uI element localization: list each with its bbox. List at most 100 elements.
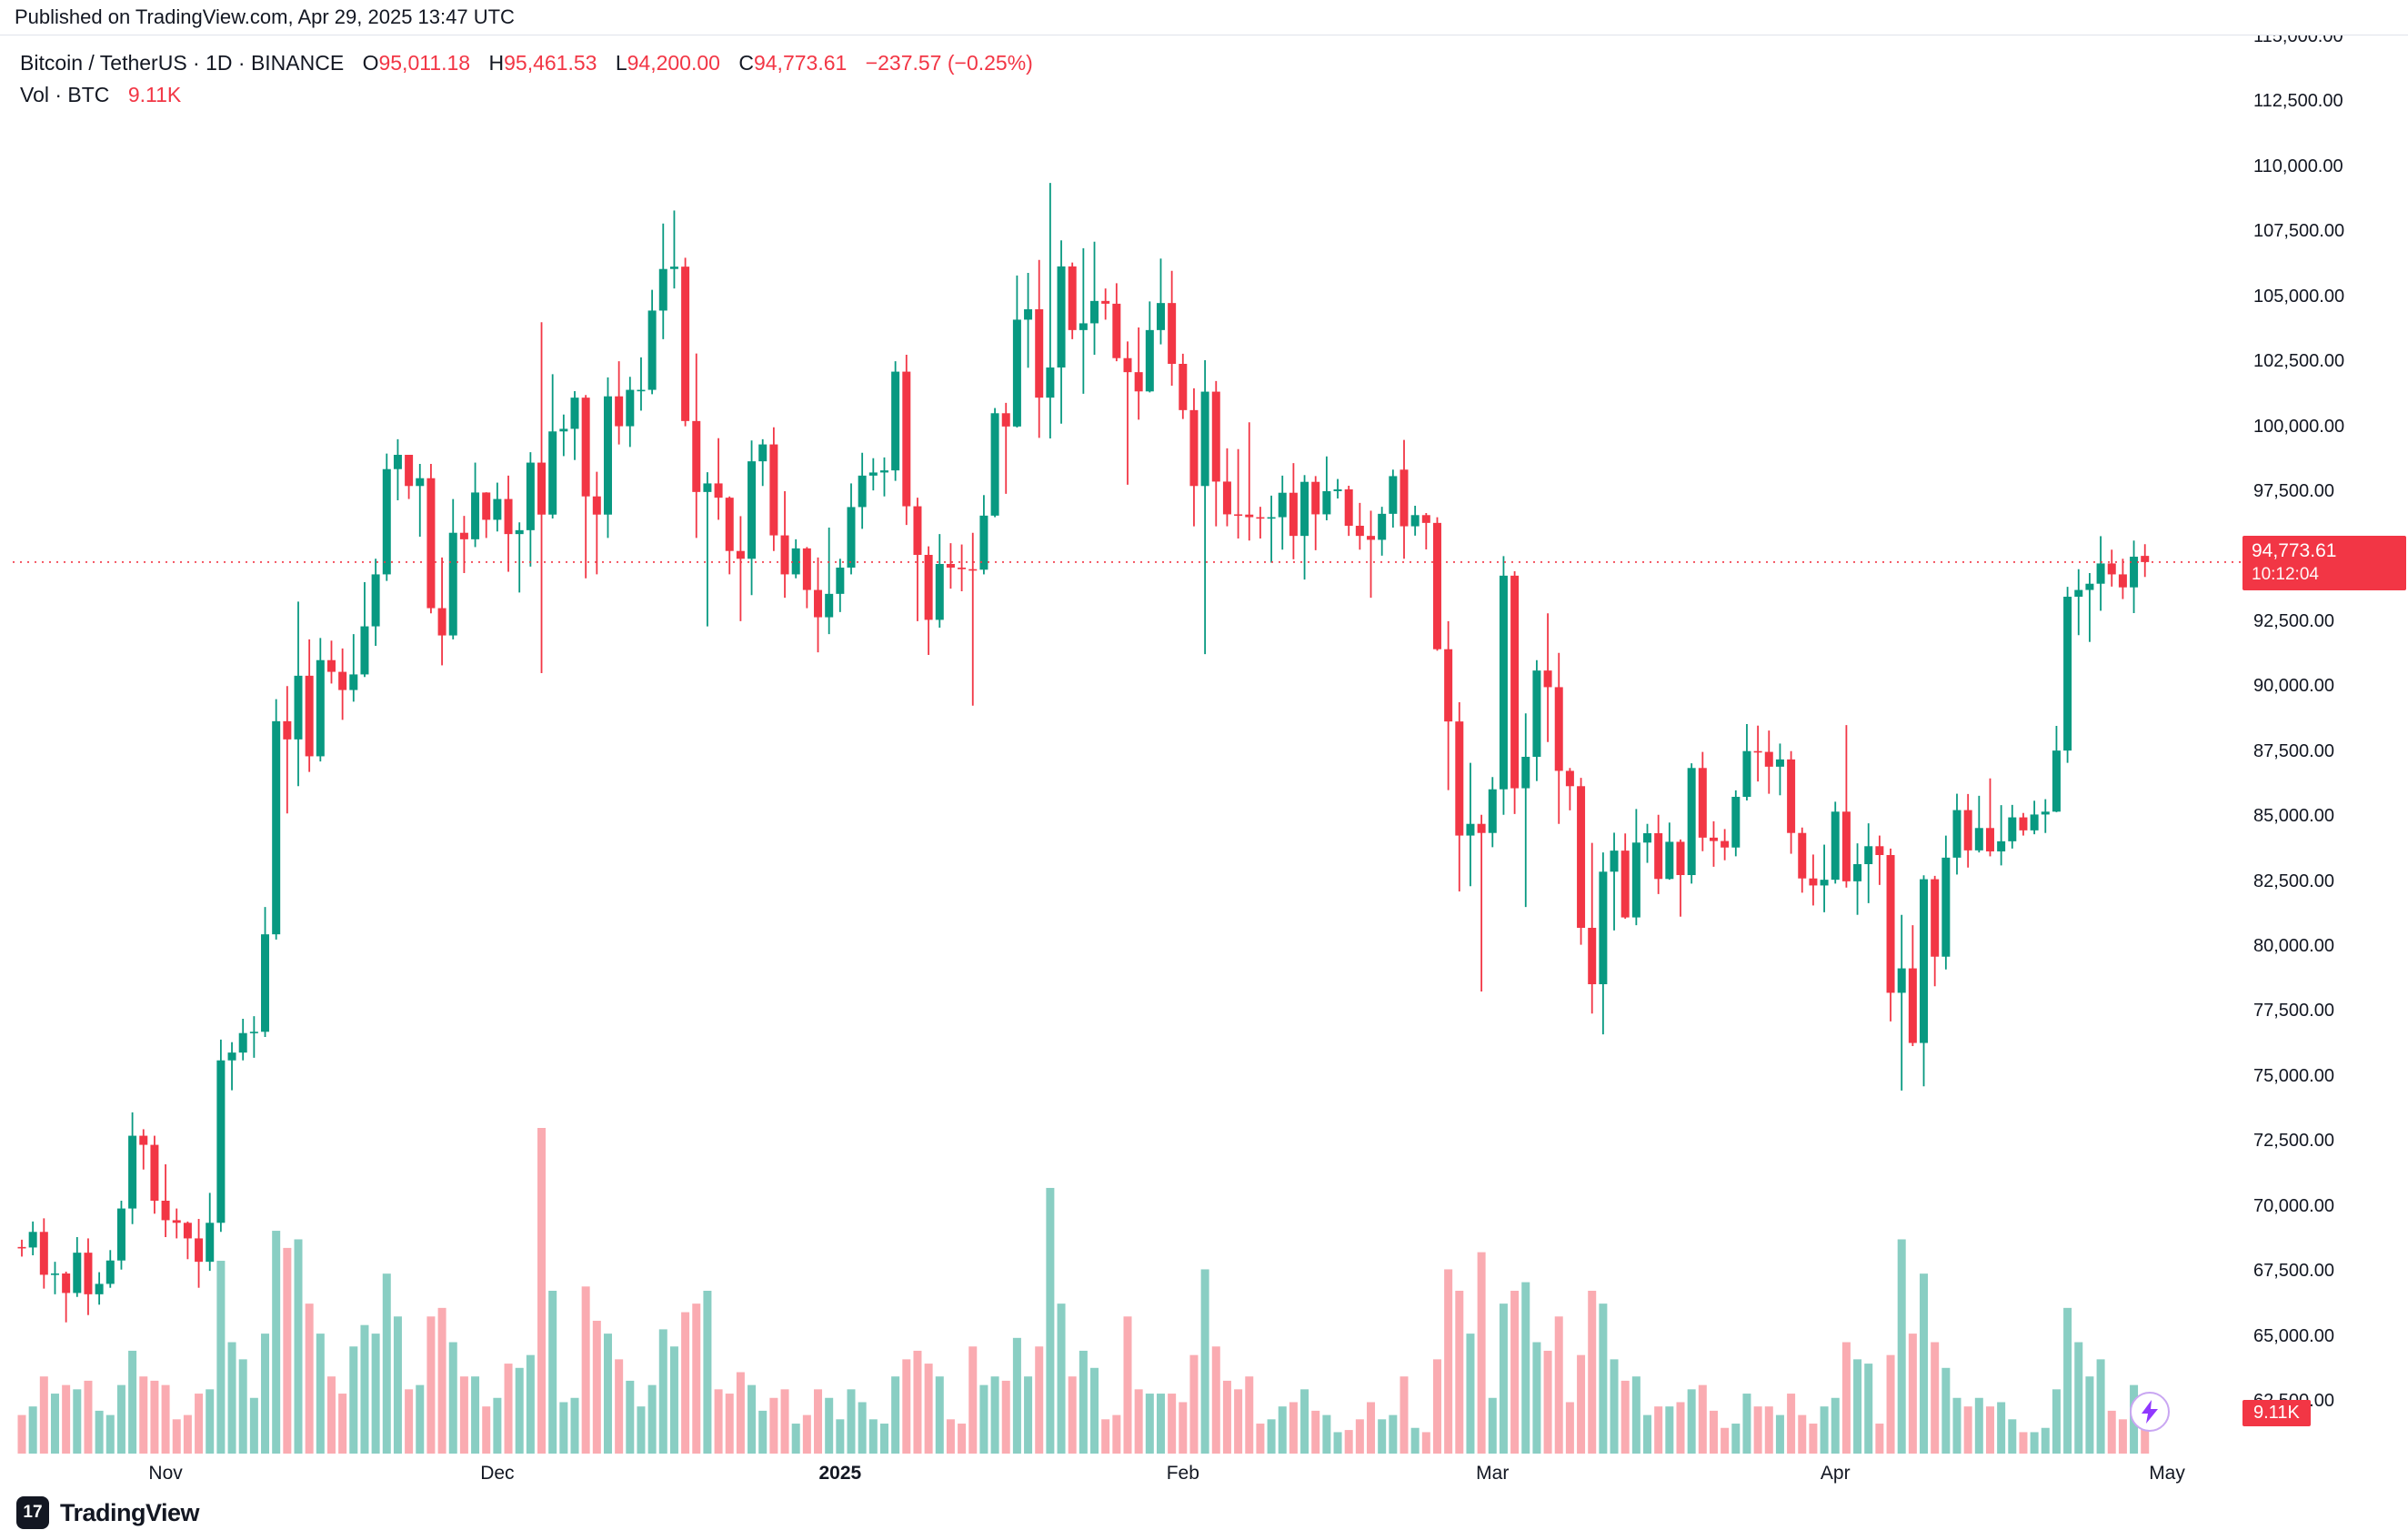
volume-bar [261,1334,270,1454]
candle [150,1135,159,1214]
price-axis-label: 85,000.00 [2253,806,2334,827]
candle [84,1238,93,1315]
volume-bar [2008,1419,2017,1454]
candle [1820,844,1829,912]
price-axis-label: 77,500.00 [2253,1001,2334,1022]
candle [161,1164,170,1237]
volume-bar [1864,1364,1873,1454]
candle [1631,809,1640,926]
volume-bar [935,1376,944,1454]
candle [2052,726,2061,812]
volume-bar [1179,1402,1188,1454]
symbol-title[interactable]: Bitcoin / TetherUS · 1D · BINANCE [20,51,345,75]
footer: 17 TradingView [0,1495,2408,1530]
volume-bar [1256,1424,1265,1454]
volume-bar [459,1376,468,1454]
candle [105,1250,115,1288]
candle [1046,183,1055,438]
volume-bar [1278,1406,1287,1454]
candle [1090,241,1099,355]
candle [603,377,612,539]
candle [2130,540,2139,613]
volume-bar [1245,1376,1254,1454]
volume-bar [946,1419,955,1454]
volume-bar [1897,1239,1906,1454]
candle [2107,549,2116,587]
tradingview-logo-icon[interactable]: 17 [16,1496,49,1529]
volume-bar [1168,1394,1177,1454]
volume-bar [272,1231,281,1454]
chart-legend: Bitcoin / TetherUS · 1D · BINANCE O95,01… [20,47,1033,111]
candle [1289,463,1298,559]
candle [504,475,513,572]
candle [913,498,922,621]
volume-bar [1565,1402,1574,1454]
candle [1101,288,1110,320]
volume-bar [161,1384,170,1454]
candle [28,1221,37,1255]
volume-bar [1775,1414,1784,1454]
candle [459,516,468,573]
candle [17,1239,26,1257]
candle [338,648,347,720]
volume-bar [50,1394,59,1454]
candle [471,462,480,548]
candle [1908,925,1917,1046]
volume-bar [758,1410,768,1454]
candle [1179,353,1188,419]
candle [326,640,336,684]
volume-bar [802,1414,811,1454]
candle [2118,559,2127,599]
candle [2096,536,2105,611]
candle [1897,914,1906,1091]
volume-bar [559,1402,568,1454]
volume-bar [416,1384,425,1454]
candle [891,361,900,481]
candle [1831,801,1840,884]
volume-bar [1455,1291,1464,1454]
boost-button[interactable] [2130,1392,2170,1432]
candle [1798,827,1807,893]
volume-bar [1333,1432,1342,1454]
candle [581,395,590,579]
high-label: H [488,51,505,75]
volume-bar [1731,1424,1741,1454]
candle [1809,854,1818,906]
candle [382,453,391,581]
candle [360,582,369,678]
candle [1455,702,1464,891]
volume-bar [2107,1410,2116,1454]
price-axis-label: 67,500.00 [2253,1261,2334,1282]
candle [924,546,933,655]
volume-bar [1057,1304,1066,1454]
tradingview-brand[interactable]: TradingView [60,1498,200,1526]
volume-bar [1974,1397,1983,1454]
volume-bar [968,1346,978,1454]
volume-bar [1355,1419,1364,1454]
volume-bar [1156,1394,1165,1454]
time-axis-label-2025: 2025 [818,1463,862,1484]
candle [1643,823,1652,863]
price-axis-label: 97,500.00 [2253,481,2334,501]
current-price-value: 94,773.61 [2252,539,2337,561]
volume-bar [1046,1187,1055,1454]
candle [249,1016,258,1058]
bar-countdown: 10:12:04 [2252,564,2319,584]
candle [437,557,446,666]
candle [2074,569,2083,636]
candle [1620,833,1630,919]
candle [1344,486,1353,537]
volume-bar [858,1402,867,1454]
candle [416,464,425,537]
candle [1753,725,1762,782]
candle [1499,556,1508,815]
volume-bar [1101,1419,1110,1454]
volume-bar [1079,1350,1088,1454]
volume-bar [249,1397,258,1454]
lightning-icon [2142,1400,2158,1424]
volume-bar [647,1384,657,1454]
candle [426,464,436,614]
volume-bar [2118,1419,2127,1454]
